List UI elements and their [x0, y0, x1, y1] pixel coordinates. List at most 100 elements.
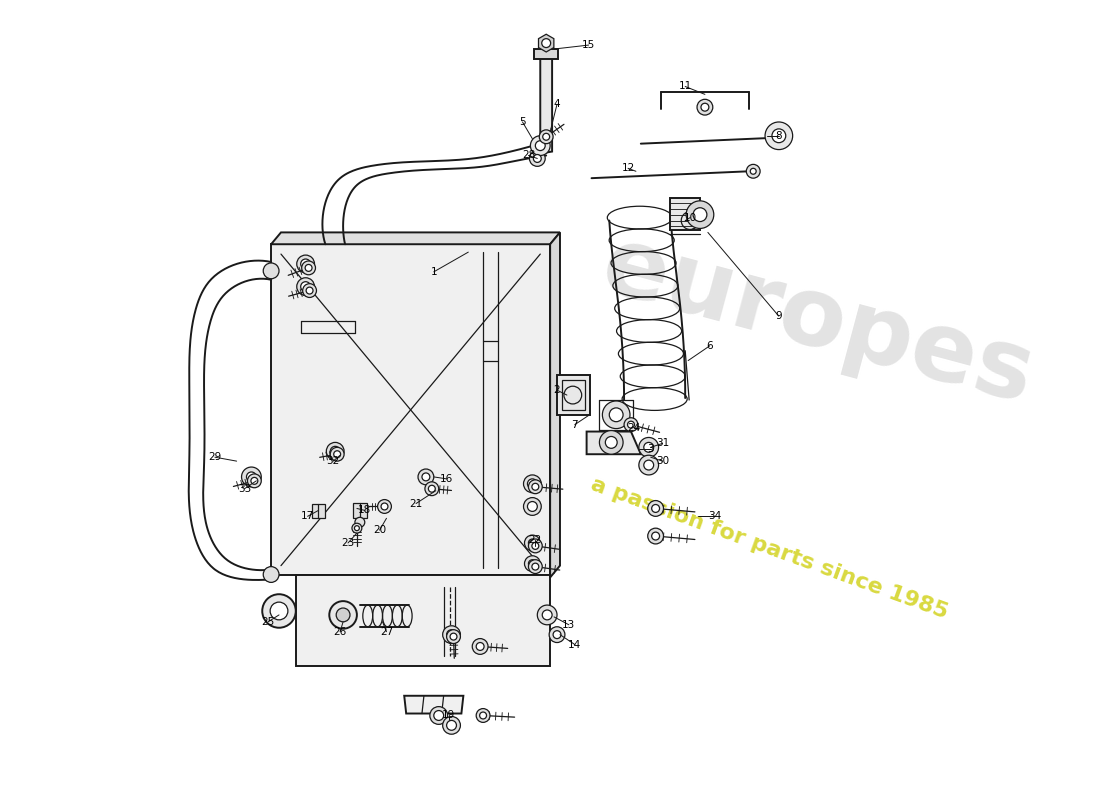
- Circle shape: [442, 717, 461, 734]
- Circle shape: [248, 474, 262, 488]
- Circle shape: [529, 150, 546, 166]
- Circle shape: [644, 460, 653, 470]
- Circle shape: [425, 482, 439, 496]
- Circle shape: [648, 528, 663, 544]
- Polygon shape: [670, 198, 700, 230]
- Text: 5: 5: [519, 117, 526, 127]
- Polygon shape: [271, 232, 560, 244]
- Polygon shape: [271, 244, 550, 575]
- Circle shape: [447, 721, 456, 730]
- Polygon shape: [586, 431, 641, 454]
- Text: 26: 26: [333, 626, 346, 637]
- Circle shape: [297, 255, 315, 273]
- Circle shape: [246, 472, 256, 482]
- Text: europes: europes: [592, 219, 1045, 423]
- Circle shape: [447, 630, 456, 639]
- Circle shape: [530, 136, 550, 155]
- Circle shape: [701, 103, 708, 111]
- Text: 7: 7: [572, 420, 579, 430]
- Text: 19: 19: [442, 710, 455, 721]
- Text: 9: 9: [776, 311, 782, 321]
- Circle shape: [651, 505, 660, 512]
- Circle shape: [300, 282, 310, 291]
- Text: 29: 29: [208, 452, 221, 462]
- Text: 18: 18: [359, 506, 372, 515]
- Ellipse shape: [263, 566, 279, 582]
- Circle shape: [262, 594, 296, 628]
- Circle shape: [534, 154, 541, 162]
- Circle shape: [354, 526, 360, 530]
- Circle shape: [377, 499, 392, 514]
- Circle shape: [472, 638, 488, 654]
- Circle shape: [528, 479, 537, 489]
- Circle shape: [327, 442, 344, 460]
- Text: 13: 13: [562, 620, 575, 630]
- Circle shape: [476, 642, 484, 650]
- Circle shape: [766, 122, 793, 150]
- Text: 14: 14: [569, 639, 582, 650]
- Circle shape: [528, 560, 537, 568]
- Circle shape: [300, 259, 310, 269]
- Circle shape: [271, 602, 288, 620]
- Circle shape: [528, 539, 537, 547]
- Circle shape: [480, 712, 486, 719]
- Text: 25: 25: [262, 617, 275, 627]
- Circle shape: [772, 129, 785, 142]
- Circle shape: [330, 446, 340, 456]
- Circle shape: [337, 608, 350, 622]
- Circle shape: [541, 38, 551, 47]
- Circle shape: [422, 473, 430, 481]
- Polygon shape: [535, 49, 558, 59]
- Circle shape: [355, 518, 365, 527]
- Circle shape: [301, 261, 316, 274]
- Circle shape: [302, 284, 317, 298]
- Circle shape: [532, 563, 539, 570]
- Circle shape: [528, 560, 542, 574]
- Ellipse shape: [686, 201, 714, 229]
- Polygon shape: [311, 503, 326, 518]
- Text: 24: 24: [627, 422, 640, 433]
- Circle shape: [532, 542, 539, 550]
- Text: 3: 3: [648, 444, 654, 454]
- Text: 33: 33: [238, 484, 251, 494]
- Circle shape: [639, 438, 659, 457]
- Circle shape: [644, 442, 653, 452]
- Circle shape: [305, 265, 312, 271]
- Circle shape: [537, 605, 557, 625]
- Circle shape: [447, 630, 461, 643]
- Ellipse shape: [693, 208, 707, 222]
- Text: 4: 4: [553, 99, 560, 110]
- Circle shape: [450, 633, 456, 640]
- Circle shape: [600, 430, 623, 454]
- Circle shape: [525, 535, 540, 551]
- Circle shape: [525, 556, 540, 571]
- Polygon shape: [353, 502, 366, 518]
- Circle shape: [442, 626, 461, 643]
- Text: 10: 10: [683, 213, 696, 222]
- Circle shape: [750, 168, 756, 174]
- Circle shape: [542, 134, 550, 140]
- Circle shape: [430, 706, 448, 724]
- Text: 31: 31: [656, 438, 669, 448]
- Circle shape: [746, 164, 760, 178]
- Circle shape: [532, 483, 539, 490]
- Circle shape: [524, 475, 541, 493]
- Text: 34: 34: [708, 511, 722, 522]
- Circle shape: [542, 610, 552, 620]
- Circle shape: [333, 450, 341, 458]
- Text: a passion for parts since 1985: a passion for parts since 1985: [587, 474, 950, 622]
- Polygon shape: [540, 55, 552, 154]
- Circle shape: [306, 287, 313, 294]
- Circle shape: [433, 710, 443, 721]
- Text: 22: 22: [529, 535, 542, 545]
- Circle shape: [536, 141, 546, 150]
- Circle shape: [528, 502, 537, 511]
- Text: 30: 30: [656, 456, 669, 466]
- Circle shape: [697, 99, 713, 115]
- Circle shape: [627, 421, 635, 428]
- Circle shape: [605, 437, 617, 448]
- Text: 27: 27: [379, 626, 393, 637]
- Circle shape: [329, 601, 356, 629]
- Circle shape: [428, 486, 436, 492]
- Circle shape: [651, 532, 660, 540]
